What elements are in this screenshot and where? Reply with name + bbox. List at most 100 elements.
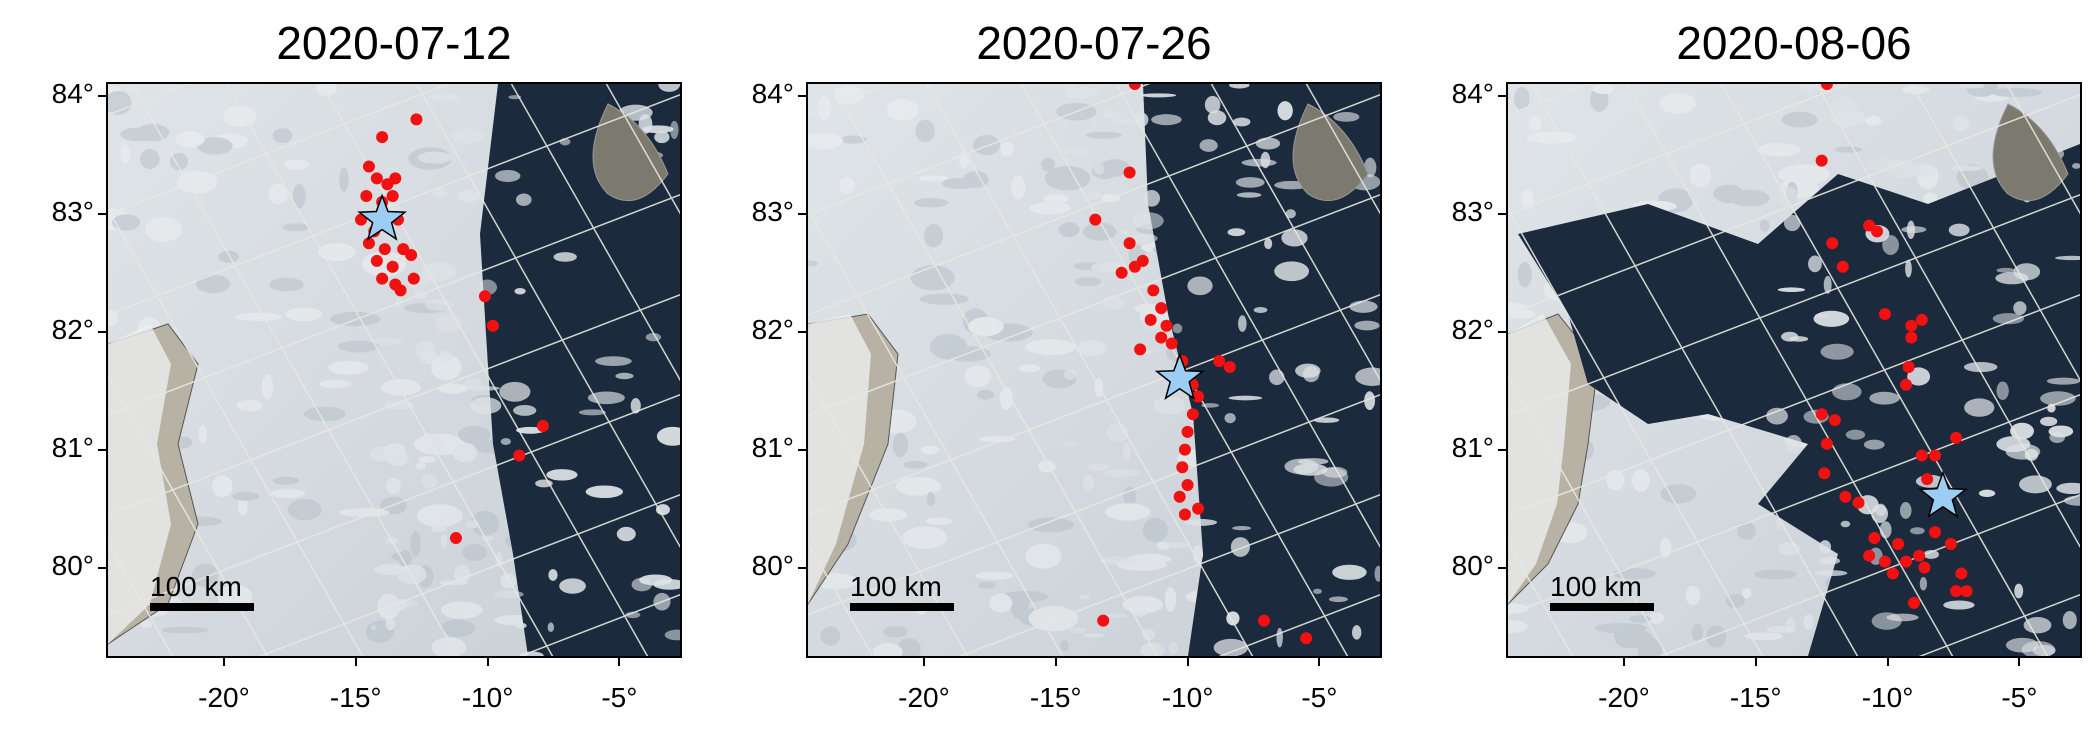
observation-point [1134, 343, 1147, 356]
lon-tick-label: -5° [601, 682, 638, 713]
svalbard-land [1992, 103, 2069, 202]
lon-tick-mark [1886, 658, 1889, 666]
lon-tick-mark [1622, 658, 1625, 666]
observation-point [478, 290, 491, 303]
observation-point [513, 449, 526, 462]
observation-point [1123, 166, 1136, 179]
map-canvas: 100 km [808, 84, 1380, 656]
observation-point [1144, 313, 1157, 326]
satellite-map: 100 km [1506, 82, 2082, 658]
lon-tick-mark [486, 658, 489, 666]
lat-tick-label: 80° [751, 549, 794, 581]
scale-bar-label: 100 km [850, 571, 942, 602]
lat-tick-mark [798, 448, 806, 451]
observation-point [1929, 526, 1942, 539]
lat-tick-label: 84° [751, 77, 794, 109]
scale-bar-label: 100 km [150, 571, 242, 602]
star-marker [1154, 352, 1205, 401]
lon-tick-mark [1186, 658, 1189, 666]
lat-tick-mark [798, 94, 806, 97]
observation-point [405, 249, 418, 262]
lon-tick-label: -15° [1729, 682, 1782, 713]
observation-point [1828, 414, 1841, 427]
observation-point [1173, 490, 1186, 503]
observation-point [1955, 567, 1968, 580]
svalbard-land [592, 103, 669, 202]
observation-point [1192, 390, 1205, 403]
observation-point [1929, 449, 1942, 462]
lat-tick-label: 83° [1451, 195, 1494, 227]
star-marker [1918, 470, 1968, 518]
observation-point [1950, 585, 1963, 598]
lat-tick-label: 84° [1451, 77, 1494, 109]
map-panel-3: 2020-08-06 100 km 84° 83° 82° 81° 80° -20° -15… [1400, 0, 2100, 741]
observation-point [1178, 443, 1191, 456]
lat-tick-mark [1498, 94, 1506, 97]
observation-point [1097, 614, 1110, 627]
observation-point [1826, 237, 1839, 250]
scale-bar: 100 km [150, 571, 254, 611]
lat-tick-label: 84° [51, 77, 94, 109]
observation-point [410, 113, 423, 126]
observation-point [1852, 496, 1865, 509]
lon-tick-label: -15° [1029, 682, 1082, 713]
map-canvas: 100 km [1508, 84, 2080, 656]
graticule [1508, 84, 2080, 656]
observation-point [1878, 555, 1891, 568]
lon-tick-mark [2018, 658, 2021, 666]
scale-bar: 100 km [850, 571, 954, 611]
observation-point [370, 172, 383, 185]
observation-point [1815, 408, 1828, 421]
observation-point [1128, 260, 1141, 273]
lon-tick-mark [354, 658, 357, 666]
lon-tick-mark [1054, 658, 1057, 666]
lat-tick-mark [1498, 212, 1506, 215]
observation-point [1192, 502, 1205, 515]
lon-tick-label: -20° [1598, 682, 1650, 713]
satellite-map: 100 km [806, 82, 1382, 658]
observation-point [1165, 337, 1178, 350]
observation-point [1905, 319, 1918, 332]
observation-point [1918, 561, 1931, 574]
lat-tick-label: 81° [51, 431, 94, 463]
open-water [1518, 144, 2080, 656]
observation-point [1160, 319, 1173, 332]
ice-floes [1766, 84, 2080, 656]
lat-tick-label: 83° [751, 195, 794, 227]
observation-point [1155, 331, 1168, 344]
open-water [1143, 84, 1380, 656]
observation-point [1921, 473, 1934, 486]
observation-point [1839, 490, 1852, 503]
observation-points [1815, 84, 1973, 609]
lon-tick-label: -15° [329, 682, 382, 713]
observation-point [1176, 461, 1189, 474]
observation-point [1900, 555, 1913, 568]
observation-point [378, 243, 391, 256]
ice-floes [364, 84, 680, 656]
observation-point [1300, 632, 1313, 645]
observation-point [1950, 431, 1963, 444]
satellite-map: 100 km [106, 82, 682, 658]
observation-point [1907, 596, 1920, 609]
scale-bar: 100 km [1550, 571, 1654, 611]
observation-point [1944, 537, 1957, 550]
lon-tick-mark [1754, 658, 1757, 666]
lat-tick-label: 82° [751, 313, 794, 345]
observation-point [394, 284, 407, 297]
lat-tick-label: 82° [51, 313, 94, 345]
lon-tick-label: -10° [461, 682, 514, 713]
observation-point [449, 532, 462, 545]
lat-tick-mark [98, 448, 106, 451]
lon-tick-mark [1318, 658, 1321, 666]
observation-point [1147, 284, 1160, 297]
lon-tick-mark [618, 658, 621, 666]
observation-point [1820, 84, 1833, 90]
lat-tick-mark [1498, 448, 1506, 451]
observation-point [386, 260, 399, 273]
lat-tick-label: 82° [1451, 313, 1494, 345]
observation-point [1915, 449, 1928, 462]
observation-point [1186, 408, 1199, 421]
observation-point [1123, 237, 1136, 250]
lon-tick-label: -5° [2001, 682, 2038, 713]
observation-point [1913, 549, 1926, 562]
